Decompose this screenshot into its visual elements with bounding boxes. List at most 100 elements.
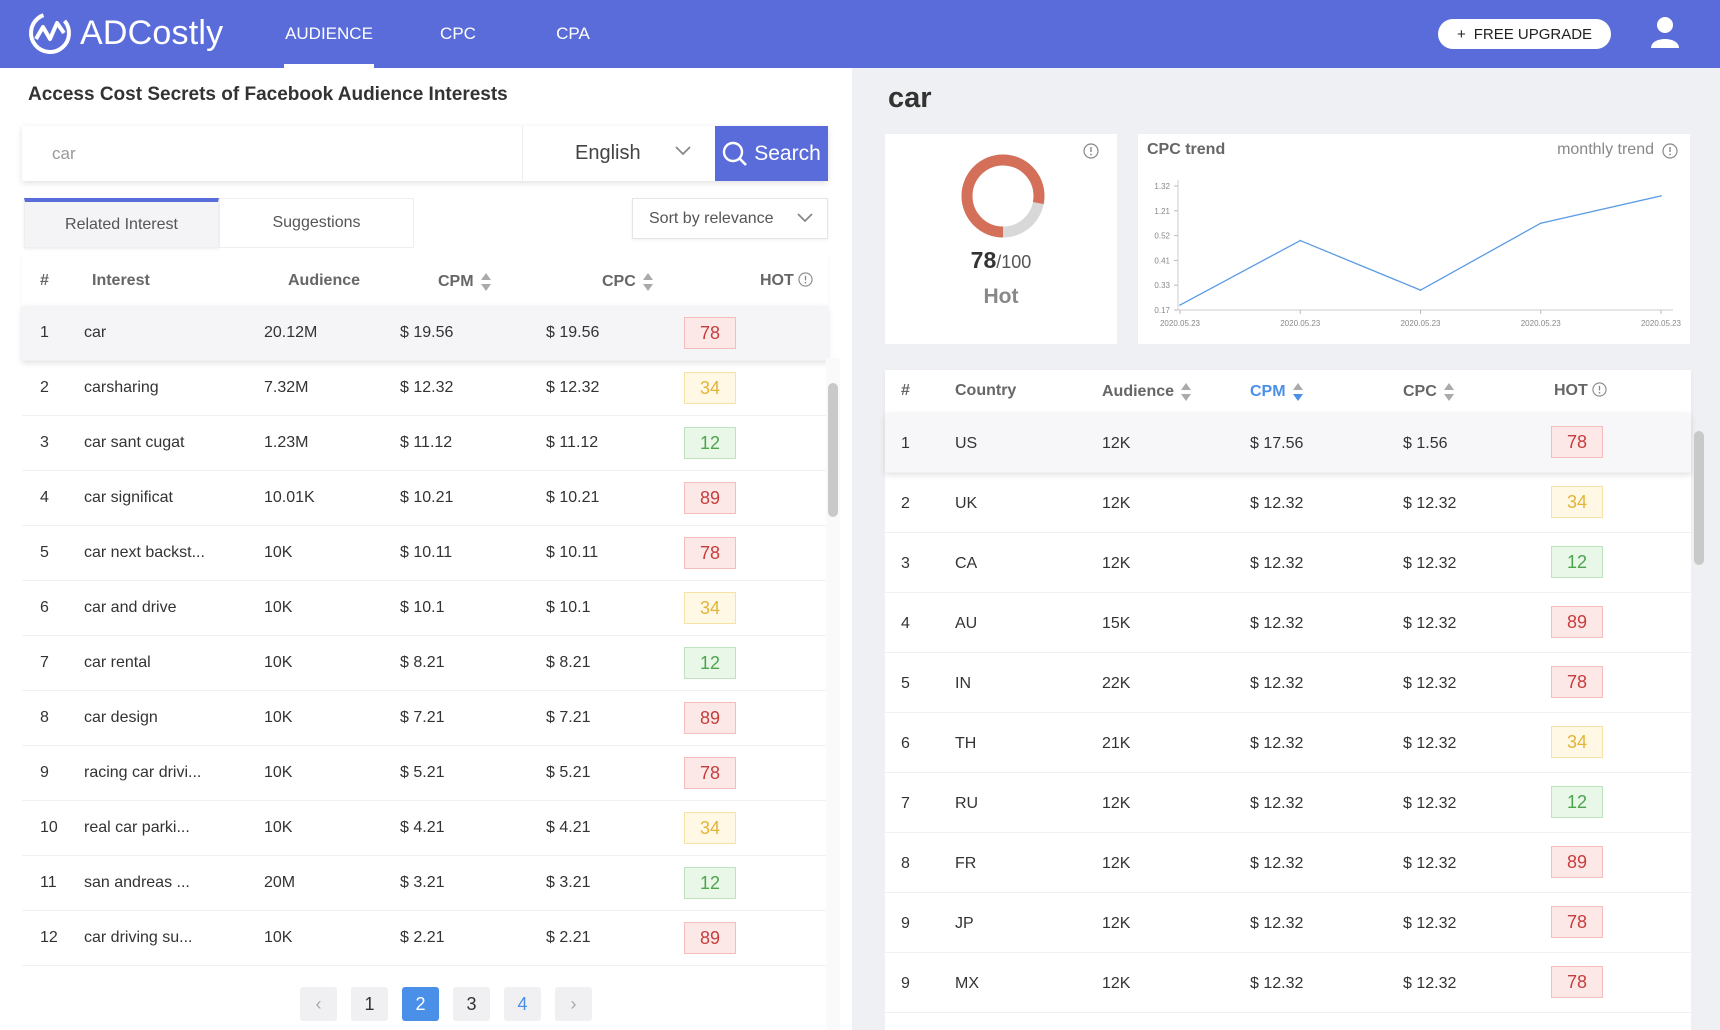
data-point xyxy=(1179,304,1181,306)
col-cpc[interactable]: CPC xyxy=(1403,382,1455,402)
top-navbar: ADCostly AUDIENCE CPC CPA + FREE UPGRADE xyxy=(0,0,1720,68)
right-pane: car 78/100 Hot CPC trend monthly trend 0… xyxy=(852,68,1720,1030)
table-row[interactable]: 7 car rental 10K $ 8.21 $ 8.21 12 xyxy=(22,636,828,691)
hot-badge: 89 xyxy=(684,922,736,954)
data-point xyxy=(1419,289,1422,291)
cell-num: 4 xyxy=(40,489,49,506)
interest-tabs: Related Interest Suggestions xyxy=(24,198,414,248)
cell-interest: car rental xyxy=(84,654,151,671)
col-cpm[interactable]: CPM xyxy=(438,272,492,292)
cell-interest: car sant cugat xyxy=(84,434,185,451)
table-row[interactable]: 8 car design 10K $ 7.21 $ 7.21 89 xyxy=(22,691,828,746)
hot-badge: 78 xyxy=(684,537,736,569)
nav-cpa[interactable]: CPA xyxy=(556,24,590,43)
cell-cpm: $ 12.32 xyxy=(1250,915,1304,932)
sort-icon xyxy=(481,273,492,291)
cell-interest: car next backst... xyxy=(84,544,205,561)
nav-audience[interactable]: AUDIENCE xyxy=(284,0,374,68)
cell-interest: car design xyxy=(84,709,158,726)
user-icon[interactable] xyxy=(1651,16,1679,48)
cell-cpc: $ 1.56 xyxy=(1403,435,1448,452)
table-row[interactable]: 1 US 12K $ 17.56 $ 1.56 78 xyxy=(885,413,1691,473)
info-icon[interactable] xyxy=(1662,143,1678,159)
scrollbar-thumb[interactable] xyxy=(1694,431,1704,565)
prev-page-button[interactable]: ‹ xyxy=(300,987,337,1021)
table-row[interactable]: 6 car and drive 10K $ 10.1 $ 10.1 34 xyxy=(22,581,828,636)
hot-score-gauge xyxy=(961,154,1045,238)
info-icon[interactable] xyxy=(1083,143,1099,159)
table-row[interactable]: 2 UK 12K $ 12.32 $ 12.32 34 xyxy=(885,473,1691,533)
cell-cpc: $ 11.12 xyxy=(546,434,599,451)
table-row[interactable]: 9 racing car drivi... 10K $ 5.21 $ 5.21 78 xyxy=(22,746,828,801)
cell-num: 8 xyxy=(901,855,910,872)
table-row[interactable]: 10 real car parki... 10K $ 4.21 $ 4.21 34 xyxy=(22,801,828,856)
page-button-3[interactable]: 3 xyxy=(453,987,490,1021)
table-row[interactable]: 5 IN 22K $ 12.32 $ 12.32 78 xyxy=(885,653,1691,713)
cell-audience: 10K xyxy=(264,709,293,726)
col-audience[interactable]: Audience xyxy=(1102,382,1192,402)
table-row[interactable]: 4 car significat 10.01K $ 10.21 $ 10.21 89 xyxy=(22,471,828,526)
page-button-2[interactable]: 2 xyxy=(402,987,439,1021)
cell-cpc: $ 10.1 xyxy=(546,599,591,616)
x-tick-label: 2020.05.23 xyxy=(1160,319,1201,328)
cell-country: CA xyxy=(955,555,978,572)
cell-audience: 15K xyxy=(1102,615,1131,632)
table-row[interactable]: 8 FR 12K $ 12.32 $ 12.32 89 xyxy=(885,833,1691,893)
hot-badge: 78 xyxy=(684,757,736,789)
page-button-4[interactable]: 4 xyxy=(504,987,541,1021)
x-tick-label: 2020.05.23 xyxy=(1641,319,1682,328)
col-audience: Audience xyxy=(288,272,361,289)
table-row[interactable]: 11 san andreas ... 20M $ 3.21 $ 3.21 12 xyxy=(22,856,828,911)
tab-related-interest[interactable]: Related Interest xyxy=(24,198,219,248)
table-row[interactable]: 6 TH 21K $ 12.32 $ 12.32 34 xyxy=(885,713,1691,773)
table-row[interactable]: 3 car sant cugat 1.23M $ 11.12 $ 11.12 12 xyxy=(22,416,828,471)
free-upgrade-button[interactable]: + FREE UPGRADE xyxy=(1438,19,1611,49)
info-icon[interactable] xyxy=(1592,382,1607,397)
table-row[interactable]: 1 car 20.12M $ 19.56 $ 19.56 78 xyxy=(22,306,828,361)
table-row[interactable]: 7 RU 12K $ 12.32 $ 12.32 12 xyxy=(885,773,1691,833)
search-button[interactable]: Search xyxy=(715,126,828,181)
x-tick-label: 2020.05.23 xyxy=(1400,319,1441,328)
table-row[interactable]: 2 carsharing 7.32M $ 12.32 $ 12.32 34 xyxy=(22,361,828,416)
nav-cpc[interactable]: CPC xyxy=(440,24,476,43)
table-row[interactable]: 4 AU 15K $ 12.32 $ 12.32 89 xyxy=(885,593,1691,653)
table-row[interactable]: 5 car next backst... 10K $ 10.11 $ 10.11 78 xyxy=(22,526,828,581)
cell-cpm: $ 17.56 xyxy=(1250,435,1304,452)
table-row[interactable]: 9 JP 12K $ 12.32 $ 12.32 78 xyxy=(885,893,1691,953)
page-button-1[interactable]: 1 xyxy=(351,987,388,1021)
cell-cpc: $ 4.21 xyxy=(546,819,591,836)
cell-cpc: $ 12.32 xyxy=(1403,675,1457,692)
cell-cpc: $ 12.32 xyxy=(1403,495,1457,512)
cell-country: FR xyxy=(955,855,977,872)
table-row[interactable]: 9 MX 12K $ 12.32 $ 12.32 78 xyxy=(885,953,1691,1013)
col-cpc[interactable]: CPC xyxy=(602,272,654,292)
sort-value: Sort by relevance xyxy=(649,209,774,227)
sort-select[interactable]: Sort by relevance xyxy=(632,198,828,239)
cell-num: 5 xyxy=(40,544,49,561)
next-page-button[interactable]: › xyxy=(555,987,592,1021)
trend-mode[interactable]: monthly trend xyxy=(1557,141,1654,158)
y-tick-label: 1.32 xyxy=(1154,182,1170,191)
cell-cpm: $ 8.21 xyxy=(400,654,445,671)
table-row[interactable]: 3 CA 12K $ 12.32 $ 12.32 12 xyxy=(885,533,1691,593)
table-body: 1 car 20.12M $ 19.56 $ 19.56 78 2 carsharing 7.3… xyxy=(22,306,828,966)
cell-cpm: $ 12.32 xyxy=(1250,615,1304,632)
country-table: # Country Audience CPM CPC HOT 1 US 12K $ 1… xyxy=(885,370,1691,1030)
cell-interest: carsharing xyxy=(84,379,159,396)
tab-suggestions[interactable]: Suggestions xyxy=(219,198,414,248)
scrollbar-thumb[interactable] xyxy=(828,383,838,517)
brand[interactable]: ADCostly xyxy=(26,8,223,58)
table-row[interactable]: 12 car driving su... 10K $ 2.21 $ 2.21 89 xyxy=(22,911,828,966)
cell-num: 12 xyxy=(40,929,58,946)
cell-cpm: $ 11.12 xyxy=(400,434,453,451)
language-select[interactable]: English xyxy=(522,126,715,181)
hot-badge: 34 xyxy=(684,592,736,624)
col-cpm[interactable]: CPM xyxy=(1250,382,1304,402)
cell-audience: 10K xyxy=(264,929,293,946)
col-cpm-label: CPM xyxy=(438,273,474,291)
search-input[interactable] xyxy=(22,126,522,181)
score-max: /100 xyxy=(996,252,1032,272)
info-icon[interactable] xyxy=(798,272,813,287)
cell-cpm: $ 12.32 xyxy=(1250,495,1304,512)
cell-num: 7 xyxy=(901,795,910,812)
